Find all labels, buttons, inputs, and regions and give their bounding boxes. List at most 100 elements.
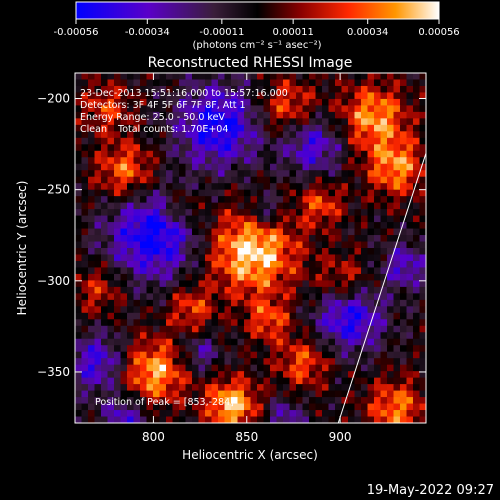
heatmap-cell (335, 241, 343, 249)
heatmap-cell (413, 222, 421, 230)
heatmap-cell (172, 215, 180, 223)
heatmap-cell (88, 345, 96, 353)
heatmap-cell (250, 144, 258, 152)
heatmap-cell (400, 416, 408, 423)
heatmap-cell (315, 351, 323, 359)
heatmap-cell (328, 189, 336, 197)
heatmap-cell (179, 299, 187, 307)
heatmap-cell (393, 306, 401, 314)
heatmap-cell (322, 222, 330, 230)
heatmap-cell (237, 273, 245, 282)
heatmap-cell (153, 351, 161, 359)
heatmap-cell (361, 345, 369, 353)
heatmap-cell (361, 111, 369, 119)
heatmap-cell (192, 325, 200, 333)
heatmap-cell (296, 384, 304, 392)
heatmap-cell (153, 235, 161, 243)
heatmap-cell (127, 306, 135, 314)
heatmap-cell (374, 254, 382, 262)
heatmap-cell (348, 215, 356, 223)
heatmap-cell (114, 338, 122, 346)
heatmap-cell (166, 196, 174, 204)
heatmap-cell (302, 183, 310, 191)
heatmap-cell (250, 111, 258, 119)
heatmap-cell (393, 189, 401, 197)
heatmap-cell (146, 390, 154, 398)
heatmap-cell (159, 73, 167, 81)
heatmap-cell (159, 189, 167, 197)
heatmap-cell (374, 416, 382, 423)
heatmap-cell (185, 92, 193, 100)
heatmap-cell (133, 390, 141, 398)
heatmap-cell (172, 358, 180, 366)
heatmap-cell (224, 325, 232, 333)
heatmap-cell (75, 260, 83, 269)
heatmap-cell (88, 235, 96, 243)
heatmap-cell (348, 98, 356, 107)
heatmap-cell (218, 325, 226, 333)
heatmap-cell (413, 319, 421, 327)
heatmap-cell (218, 202, 226, 210)
heatmap-cell (393, 183, 401, 191)
heatmap-cell (250, 312, 258, 320)
heatmap-cell (406, 397, 414, 405)
heatmap-cell (374, 260, 382, 269)
heatmap-cell (335, 176, 343, 184)
heatmap-cell (198, 131, 206, 139)
heatmap-cell (302, 137, 310, 145)
heatmap-cell (361, 299, 369, 307)
heatmap-cell (133, 325, 141, 333)
heatmap-cell (315, 118, 323, 126)
heatmap-cell (198, 248, 206, 256)
heatmap-cell (283, 293, 291, 301)
heatmap-cell (406, 312, 414, 320)
heatmap-cell (361, 416, 369, 423)
heatmap-cell (367, 150, 375, 158)
heatmap-cell (380, 105, 388, 113)
heatmap-cell (120, 131, 128, 139)
heatmap-cell (302, 144, 310, 152)
heatmap-cell (289, 280, 297, 288)
heatmap-cell (244, 293, 252, 301)
heatmap-cell (127, 384, 135, 392)
heatmap-cell (198, 157, 206, 165)
heatmap-cell (341, 176, 349, 184)
heatmap-cell (348, 338, 356, 346)
heatmap-cell (94, 345, 102, 353)
heatmap-cell (309, 111, 317, 119)
heatmap-cell (192, 384, 200, 392)
heatmap-cell (172, 351, 180, 359)
heatmap-cell (296, 196, 304, 204)
heatmap-cell (315, 157, 323, 165)
heatmap-cell (393, 280, 401, 288)
heatmap-cell (224, 241, 232, 249)
heatmap-cell (198, 306, 206, 314)
heatmap-cell (374, 293, 382, 301)
heatmap-cell (192, 79, 200, 87)
heatmap-cell (354, 293, 362, 301)
heatmap-cell (81, 299, 89, 307)
heatmap-cell (179, 403, 187, 411)
heatmap-cell (322, 73, 330, 81)
heatmap-cell (341, 248, 349, 256)
heatmap-cell (107, 312, 115, 320)
heatmap-cell (270, 338, 278, 346)
heatmap-cell (341, 371, 349, 379)
heatmap-cell (114, 144, 122, 152)
heatmap-cell (302, 85, 310, 94)
heatmap-cell (348, 416, 356, 423)
heatmap-cell (387, 358, 395, 366)
heatmap-cell (283, 150, 291, 158)
heatmap-cell (270, 267, 278, 275)
heatmap-cell (380, 163, 388, 171)
heatmap-cell (393, 105, 401, 113)
heatmap-cell (257, 183, 265, 191)
heatmap-cell (107, 260, 115, 269)
heatmap-cell (133, 105, 141, 113)
heatmap-cell (400, 124, 408, 132)
heatmap-cell (419, 280, 426, 288)
heatmap-cell (309, 105, 317, 113)
heatmap-cell (237, 73, 245, 81)
heatmap-cell (374, 403, 382, 411)
heatmap-cell (101, 345, 109, 353)
